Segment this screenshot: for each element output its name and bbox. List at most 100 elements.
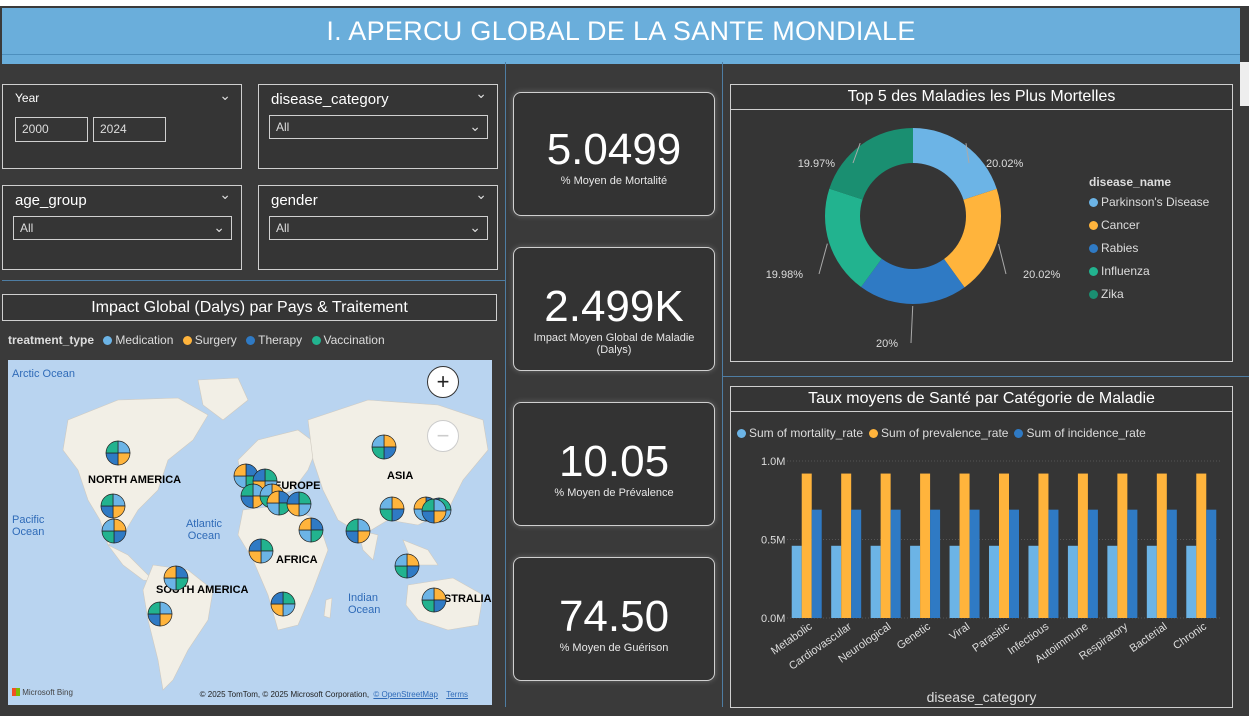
bar[interactable]: [1067, 545, 1078, 618]
world-map[interactable]: Arctic Ocean Pacific Ocean Atlantic Ocea…: [8, 360, 492, 705]
donut-chart[interactable]: 20.02% 20.02% 20% 19.98% 19.97%: [731, 111, 1232, 361]
donut-slice[interactable]: [944, 188, 1001, 288]
map-pie-marker[interactable]: [163, 565, 189, 591]
bar[interactable]: [1127, 509, 1138, 618]
bar[interactable]: [1166, 509, 1177, 618]
legend-item-surgery[interactable]: Surgery: [182, 333, 237, 347]
donut-slice[interactable]: [861, 258, 965, 304]
map-pie-marker[interactable]: [240, 483, 266, 509]
bing-brand: Microsoft Bing: [22, 688, 73, 697]
bar[interactable]: [1156, 473, 1167, 618]
bar-legend-item[interactable]: Sum of prevalence_rate: [869, 426, 1008, 440]
kpi-value: 5.0499: [546, 125, 682, 174]
bar-legend-item[interactable]: Sum of incidence_rate: [1014, 426, 1146, 440]
legend-item-medication[interactable]: Medication: [103, 333, 173, 347]
bar[interactable]: [811, 509, 822, 618]
map-pie-marker[interactable]: [394, 553, 420, 579]
bar[interactable]: [1186, 545, 1197, 618]
bar[interactable]: [1146, 545, 1157, 618]
zoom-in-button[interactable]: +: [427, 366, 459, 398]
donut-legend-item[interactable]: Cancer: [1089, 218, 1209, 232]
legend-label: Rabies: [1101, 241, 1139, 255]
bar[interactable]: [1196, 473, 1207, 618]
year-end-input[interactable]: 2024: [93, 117, 166, 142]
map-pie-marker[interactable]: [100, 493, 126, 519]
chevron-down-icon[interactable]: ⌄: [475, 85, 487, 101]
bar[interactable]: [870, 545, 881, 618]
legend-item-vaccination[interactable]: Vaccination: [311, 333, 385, 347]
donut-legend-item[interactable]: Rabies: [1089, 241, 1209, 255]
disease-category-value: All: [276, 120, 290, 134]
bar[interactable]: [1206, 509, 1217, 618]
age-group-dropdown[interactable]: All ⌄: [13, 216, 232, 240]
donut-legend-item[interactable]: Zika: [1089, 287, 1209, 301]
zoom-out-button[interactable]: −: [427, 420, 459, 452]
bar-y-tick-label: 0.0M: [761, 613, 785, 625]
bar[interactable]: [1009, 509, 1019, 618]
map-pie-marker[interactable]: [345, 518, 371, 544]
donut-data-label: 19.98%: [766, 269, 804, 281]
bar[interactable]: [920, 473, 931, 618]
bar[interactable]: [1077, 473, 1088, 618]
age-group-slicer[interactable]: age_group ⌄ All ⌄: [2, 185, 242, 270]
map-pie-marker[interactable]: [248, 538, 274, 564]
disease-category-slicer[interactable]: disease_category ⌄ All ⌄: [258, 84, 498, 169]
map-pie-marker[interactable]: [286, 491, 312, 517]
map-pie-marker[interactable]: [147, 601, 173, 627]
donut-slice[interactable]: [829, 128, 913, 200]
donut-legend-item[interactable]: Parkinson's Disease: [1089, 195, 1209, 209]
map-pie-marker[interactable]: [298, 517, 324, 543]
bar[interactable]: [1028, 545, 1039, 618]
bar[interactable]: [1117, 473, 1128, 618]
bar[interactable]: [851, 509, 862, 618]
chevron-down-icon[interactable]: ⌄: [475, 186, 487, 202]
kpi-card-mortality: 5.0499 % Moyen de Mortalité: [513, 92, 715, 216]
gender-dropdown[interactable]: All ⌄: [269, 216, 488, 240]
donut-slice[interactable]: [825, 188, 882, 288]
donut-leader-line: [818, 243, 828, 275]
bar[interactable]: [880, 473, 891, 618]
bar[interactable]: [949, 545, 960, 618]
map-pie-marker[interactable]: [379, 496, 405, 522]
bar[interactable]: [989, 545, 999, 618]
bar-chart[interactable]: 0.0M0.5M1.0MMetabolicCardiovascularNeuro…: [731, 435, 1232, 705]
bar[interactable]: [841, 473, 852, 618]
bar[interactable]: [930, 509, 941, 618]
bar-legend-item[interactable]: Sum of mortality_rate: [737, 426, 863, 440]
disease-category-dropdown[interactable]: All ⌄: [269, 115, 488, 139]
chevron-down-icon[interactable]: ⌄: [219, 186, 231, 202]
bar[interactable]: [890, 509, 901, 618]
chevron-down-icon[interactable]: ⌄: [219, 87, 231, 103]
bar[interactable]: [910, 545, 921, 618]
osm-link[interactable]: © OpenStreetMap: [373, 690, 438, 699]
bar[interactable]: [801, 473, 812, 618]
bar[interactable]: [831, 545, 842, 618]
gender-slicer[interactable]: gender ⌄ All ⌄: [258, 185, 498, 270]
terms-link[interactable]: Terms: [446, 690, 468, 699]
bar[interactable]: [1038, 473, 1049, 618]
map-pie-marker[interactable]: [421, 498, 447, 524]
donut-legend-item[interactable]: Influenza: [1089, 264, 1209, 278]
year-slicer-title: Year: [15, 91, 40, 105]
donut-slice[interactable]: [913, 128, 997, 200]
legend-item-therapy[interactable]: Therapy: [246, 333, 302, 347]
bar[interactable]: [959, 473, 970, 618]
map-pie-marker[interactable]: [101, 518, 127, 544]
map-pie-marker[interactable]: [270, 591, 296, 617]
bar[interactable]: [999, 473, 1009, 618]
donut-leader-line: [910, 305, 914, 344]
bar[interactable]: [969, 509, 980, 618]
divider-vertical-left: [505, 62, 506, 707]
legend-dot: [1089, 244, 1098, 253]
year-slicer[interactable]: Year ⌄ 2000 2024: [2, 84, 242, 169]
legend-dot: [1014, 429, 1024, 438]
map-pie-marker[interactable]: [371, 434, 397, 460]
bar[interactable]: [1087, 509, 1098, 618]
map-pie-marker[interactable]: [105, 440, 131, 466]
bar[interactable]: [1048, 509, 1059, 618]
bar[interactable]: [1107, 545, 1118, 618]
bar[interactable]: [791, 545, 802, 618]
year-start-input[interactable]: 2000: [15, 117, 88, 142]
map-title-box: Impact Global (Dalys) par Pays & Traitem…: [2, 294, 497, 321]
map-pie-marker[interactable]: [421, 587, 447, 613]
